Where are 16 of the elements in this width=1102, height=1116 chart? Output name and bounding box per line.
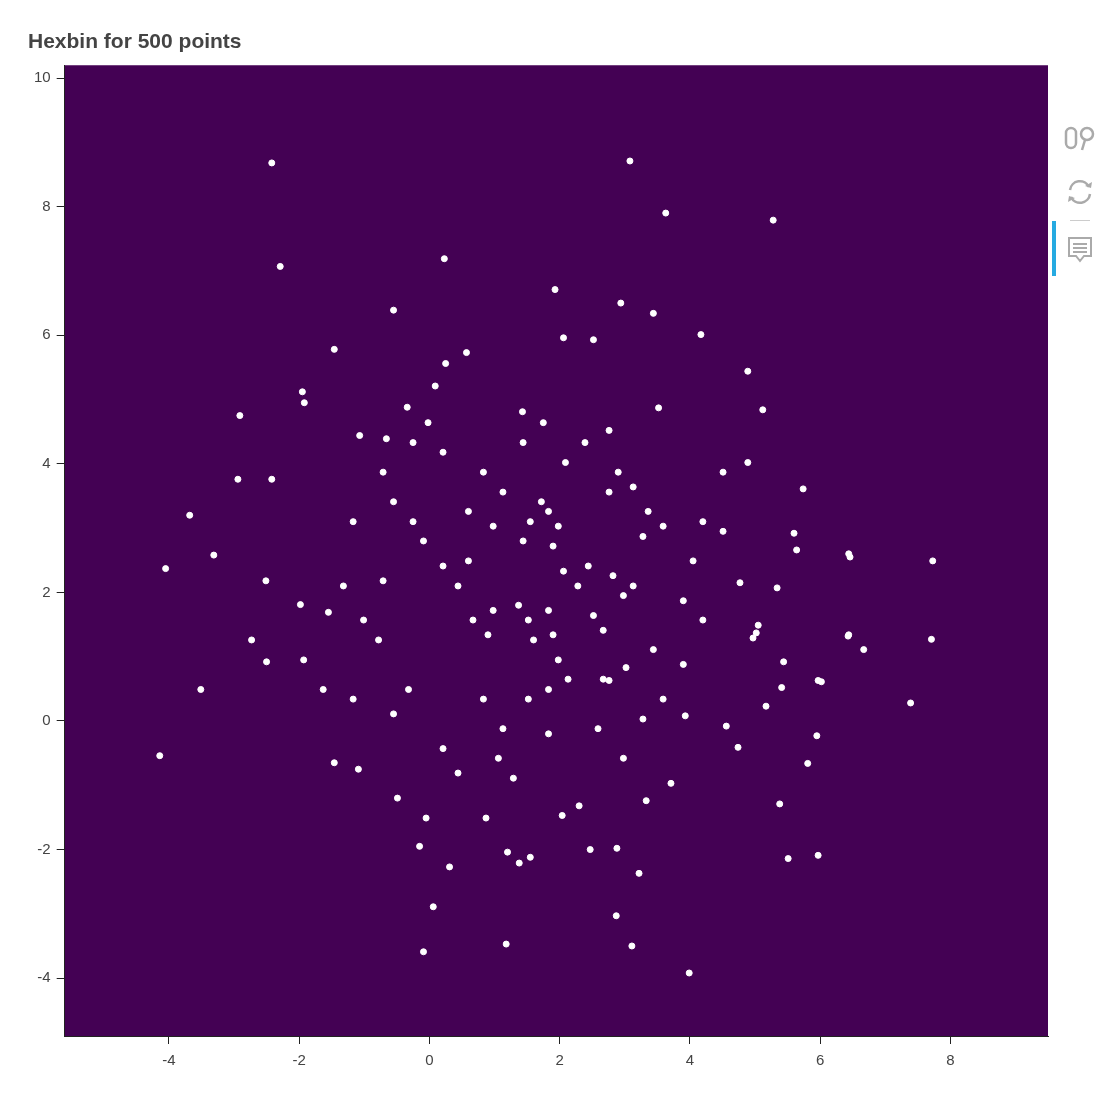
- x-tick-label: 8: [946, 1051, 955, 1069]
- y-tick-label: 6: [42, 325, 51, 343]
- y-tick-label: 2: [42, 582, 51, 600]
- x-tick-label: 6: [815, 1051, 825, 1069]
- y-tick-label: -4: [37, 968, 51, 986]
- x-tick-label: 2: [555, 1051, 564, 1069]
- x-tick-label: -4: [162, 1051, 176, 1069]
- y-tick-label: 8: [42, 196, 51, 214]
- y-tick-label: 10: [34, 68, 51, 86]
- chart-title: Hexbin for 500 points: [28, 29, 242, 53]
- x-tick-label: 4: [685, 1051, 695, 1069]
- x-tick-label: -2: [292, 1051, 306, 1069]
- x-tick-label: 0: [425, 1051, 434, 1069]
- y-tick-label: -2: [37, 839, 51, 857]
- y-tick-label: 0: [42, 711, 51, 729]
- y-tick-label: 4: [42, 453, 51, 471]
